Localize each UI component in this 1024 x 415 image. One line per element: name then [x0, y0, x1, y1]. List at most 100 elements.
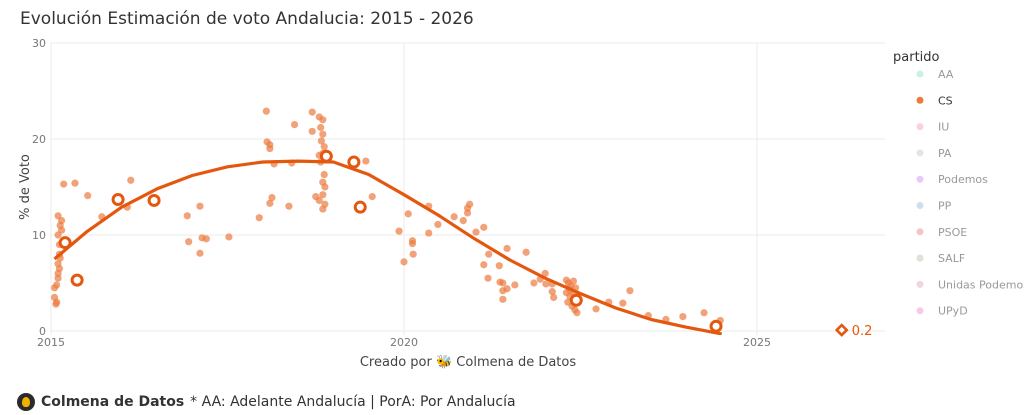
poll-point: [196, 249, 204, 257]
legend-item-pp[interactable]: PP: [916, 200, 952, 213]
x-tick-label: 2025: [743, 336, 771, 349]
poll-point: [183, 212, 191, 220]
poll-point: [262, 107, 270, 115]
poll-point: [503, 244, 511, 253]
election-result-marker: [147, 193, 161, 207]
poll-point: [499, 287, 507, 295]
poll-point: [472, 228, 480, 236]
poll-point: [196, 202, 204, 210]
vote-estimate-chart: Evolución Estimación de voto Andalucia: …: [18, 9, 1024, 370]
election-result-marker: [58, 236, 72, 250]
poll-point: [317, 123, 325, 132]
x-axis-ticks: 2015 2020 2025: [37, 336, 771, 349]
legend-label: Podemos: [938, 173, 988, 186]
gridlines: [50, 42, 885, 335]
poll-point: [573, 309, 581, 317]
legend-label: CS: [938, 94, 953, 107]
legend: AA CS IU PA Podemos PP PSOE SALF Unidas Podemos U…: [916, 68, 1024, 318]
y-tick-label: 30: [32, 37, 46, 50]
y-tick-label: 10: [32, 229, 46, 242]
legend-label: PSOE: [938, 226, 967, 239]
poll-point: [312, 193, 320, 201]
poll-point: [679, 313, 687, 321]
poll-point: [626, 287, 634, 295]
poll-point: [185, 238, 193, 246]
legend-item-podemos[interactable]: Podemos: [916, 173, 989, 186]
poll-point: [542, 280, 550, 288]
poll-point: [480, 261, 488, 269]
poll-point: [53, 281, 61, 289]
legend-item-pa[interactable]: PA: [916, 147, 952, 160]
legend-label: Unidas Podemos: [938, 278, 1024, 291]
colmena-logo-icon: [17, 393, 35, 411]
footer: Colmena de Datos * AA: Adelante Andalucí…: [17, 393, 516, 411]
election-result-marker: [111, 192, 125, 206]
poll-point: [511, 281, 519, 289]
poll-point: [522, 248, 530, 256]
poll-point: [225, 233, 233, 241]
poll-point: [84, 192, 92, 200]
poll-point: [255, 214, 263, 222]
poll-point: [266, 145, 274, 153]
election-result-marker: [347, 155, 361, 169]
poll-point: [619, 299, 627, 307]
poll-point: [285, 202, 293, 210]
election-result-marker: [353, 200, 367, 214]
legend-label: AA: [938, 68, 954, 81]
footer-brand[interactable]: Colmena de Datos: [41, 394, 185, 410]
legend-marker-icon: [916, 70, 924, 78]
y-axis-title: % de Voto: [18, 154, 33, 220]
poll-point: [319, 116, 327, 124]
poll-point: [54, 274, 62, 282]
poll-point: [408, 240, 417, 248]
legend-marker-icon: [916, 202, 924, 209]
poll-point: [450, 213, 458, 221]
x-tick-label: 2020: [390, 336, 418, 349]
poll-point: [395, 227, 403, 235]
poll-point: [308, 127, 316, 135]
poll-point: [319, 205, 327, 213]
poll-point: [484, 274, 492, 282]
election-result-marker: [319, 149, 333, 163]
poll-point: [404, 210, 412, 218]
poll-point: [362, 157, 370, 165]
x-tick-label: 2015: [37, 336, 65, 349]
legend-item-iu[interactable]: IU: [916, 121, 950, 134]
poll-point: [55, 265, 64, 273]
legend-marker-icon: [916, 149, 924, 157]
poll-point: [268, 193, 276, 202]
election-result-marker: [70, 273, 84, 287]
poll-point: [495, 262, 503, 270]
legend-label: UPyD: [938, 305, 968, 318]
poll-point: [319, 130, 327, 138]
legend-item-aa[interactable]: AA: [916, 68, 954, 81]
chart-title: Evolución Estimación de voto Andalucia: …: [20, 9, 474, 29]
poll-point: [480, 223, 488, 231]
poll-point: [57, 217, 66, 225]
legend-item-cs[interactable]: CS: [916, 94, 953, 107]
legend-item-salf[interactable]: SALF: [916, 252, 966, 265]
legend-item-unidas-podemos[interactable]: Unidas Podemos: [916, 278, 1024, 291]
legend-item-psoe[interactable]: PSOE: [916, 226, 968, 239]
poll-point: [409, 250, 417, 258]
poll-point: [53, 298, 61, 306]
poll-point: [700, 309, 708, 317]
poll-point: [485, 250, 493, 258]
legend-title: partido: [893, 50, 940, 65]
poll-point: [71, 179, 79, 187]
poll-point: [127, 176, 135, 184]
trend-line-path: [53, 159, 722, 335]
forecast-diamond-icon: [834, 323, 849, 337]
legend-item-upyd[interactable]: UPyD: [916, 305, 968, 318]
poll-points: [50, 107, 724, 325]
poll-point: [592, 305, 600, 313]
x-axis-title: Creado por 🐝 Colmena de Datos: [360, 354, 576, 370]
poll-point: [569, 277, 578, 285]
poll-point: [434, 220, 442, 229]
poll-point: [530, 279, 538, 287]
legend-marker-icon: [916, 228, 924, 236]
legend-marker-icon: [916, 96, 924, 104]
election-result-marker: [709, 319, 723, 333]
poll-point: [499, 295, 507, 303]
footer-note: * AA: Adelante Andalucía | PorA: Por And…: [190, 394, 516, 410]
